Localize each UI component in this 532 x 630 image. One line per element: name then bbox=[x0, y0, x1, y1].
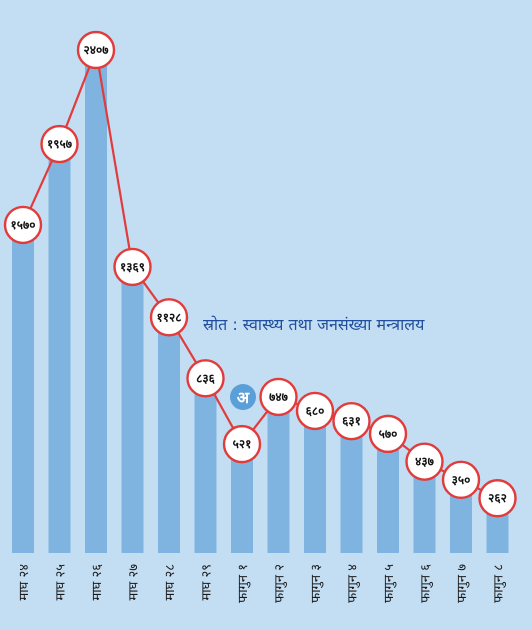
logo: अ bbox=[230, 384, 256, 410]
source-note: स्रोत : स्वास्थ्य तथा जनसंख्या मन्त्रालय bbox=[203, 315, 425, 334]
points-group: १५७० १९५७ २४०७ १३६९ ११२८ ८३६ ५२१ ७४७ ६८० ६३१ ५७० ४३… bbox=[3, 30, 517, 518]
x-tick-label: माघ २५ bbox=[54, 564, 69, 601]
bars-group bbox=[12, 50, 509, 554]
data-point bbox=[441, 460, 481, 500]
x-tick-label: माघ २७ bbox=[127, 564, 142, 601]
bar bbox=[231, 444, 253, 553]
data-label: ४३७ bbox=[415, 455, 434, 469]
x-tick-label: माघ २९ bbox=[200, 564, 215, 600]
data-label: ६३१ bbox=[342, 414, 361, 428]
x-tick-label: फागुन १ bbox=[236, 564, 251, 603]
data-label: ७४७ bbox=[269, 390, 288, 404]
x-tick-label: माघ २६ bbox=[90, 564, 105, 601]
data-point bbox=[76, 30, 116, 70]
data-point bbox=[405, 442, 444, 481]
x-tick-label: फागुन ८ bbox=[492, 564, 507, 603]
data-point bbox=[40, 124, 79, 164]
data-label: ११२८ bbox=[157, 310, 182, 324]
data-point bbox=[113, 247, 152, 287]
data-point bbox=[222, 424, 262, 464]
logo-text: अ bbox=[237, 388, 250, 407]
bar bbox=[413, 461, 436, 553]
data-label: ८३६ bbox=[196, 371, 215, 385]
bar bbox=[158, 317, 180, 553]
data-label: ३५० bbox=[452, 473, 471, 487]
bar bbox=[48, 144, 71, 554]
bar bbox=[267, 396, 290, 553]
data-point bbox=[259, 377, 298, 417]
data-label: ५२१ bbox=[233, 437, 252, 451]
x-tick-label: फागुन ३ bbox=[309, 564, 324, 603]
data-point bbox=[149, 298, 189, 337]
x-tick-label: माघ २८ bbox=[163, 564, 178, 601]
bar bbox=[194, 378, 217, 553]
data-label: १९५७ bbox=[47, 137, 73, 151]
x-axis-ticks: माघ २४ माघ २५ माघ २६ माघ २७ माघ २८ माघ २९ फागु… bbox=[17, 564, 507, 603]
data-point bbox=[186, 359, 225, 398]
bar bbox=[340, 421, 363, 553]
x-tick-label: फागुन ७ bbox=[455, 564, 470, 603]
bar bbox=[377, 433, 399, 553]
x-tick-label: फागुन २ bbox=[273, 564, 288, 603]
x-tick-label: फागुन ४ bbox=[346, 564, 361, 603]
data-label: ५७० bbox=[379, 427, 398, 441]
bar bbox=[85, 50, 107, 553]
bar bbox=[304, 410, 326, 553]
data-label: २६२ bbox=[488, 491, 507, 505]
bar bbox=[121, 266, 144, 553]
data-point bbox=[478, 479, 517, 518]
data-label: १३६९ bbox=[120, 260, 145, 274]
x-tick-label: फागुन ५ bbox=[382, 564, 397, 603]
x-tick-label: फागुन ६ bbox=[419, 564, 434, 603]
logo-circle bbox=[230, 384, 256, 410]
data-label: १५७० bbox=[11, 218, 36, 232]
data-label: ६८० bbox=[306, 404, 325, 418]
x-tick-label: माघ २४ bbox=[17, 564, 32, 601]
data-point bbox=[332, 401, 371, 441]
bar bbox=[12, 224, 34, 554]
data-point bbox=[295, 391, 335, 431]
data-point bbox=[368, 414, 408, 454]
data-point bbox=[3, 205, 43, 245]
data-label: २४०७ bbox=[84, 43, 110, 57]
